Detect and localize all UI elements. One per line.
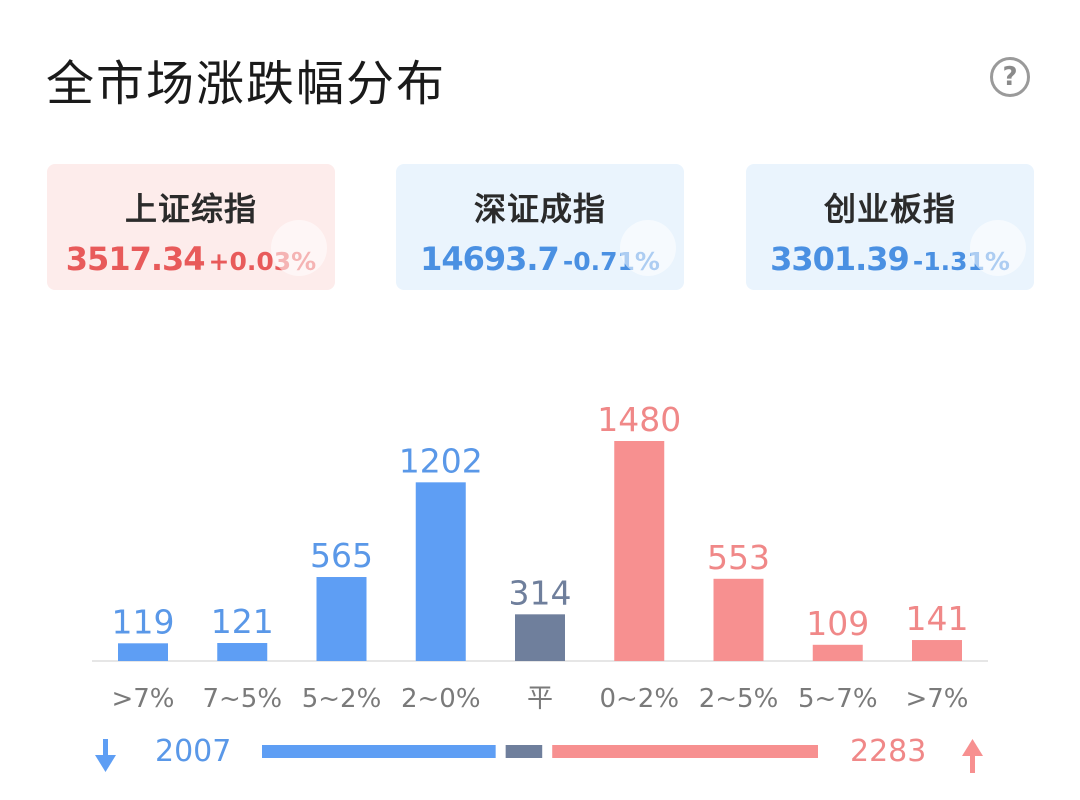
bar-value-label: 1202	[399, 441, 483, 480]
x-tick-label: >7%	[111, 684, 174, 714]
flat-ratio-bar	[505, 745, 543, 758]
index-value: 14693.7	[420, 240, 560, 278]
index-name: 上证综指	[124, 190, 257, 228]
bar-4	[515, 614, 565, 661]
x-tick-label: >7%	[905, 684, 968, 714]
x-tick-label: 0~2%	[599, 684, 679, 714]
bar-5	[614, 441, 665, 661]
bar-value-label: 109	[806, 604, 869, 643]
advance-ratio-bar	[552, 745, 818, 758]
bar-value-label: 553	[707, 538, 770, 577]
index-name: 创业板指	[823, 190, 956, 228]
bar-value-label: 314	[509, 573, 572, 612]
index-value: 3301.39	[770, 240, 910, 278]
trend-watermark-icon	[620, 220, 676, 276]
bar-1	[217, 643, 268, 661]
bar-0	[118, 643, 168, 661]
arrow-up-icon	[962, 739, 983, 773]
x-tick-label: 平	[527, 684, 553, 714]
bar-3	[415, 482, 466, 661]
trend-watermark-icon	[271, 220, 327, 276]
bar-value-label: 565	[310, 536, 373, 575]
decline-ratio-bar	[262, 745, 496, 758]
index-name: 深证成指	[473, 190, 606, 228]
trend-watermark-icon	[970, 220, 1026, 276]
bar-value-label: 1480	[597, 400, 681, 439]
help-icon[interactable]: ?	[990, 57, 1030, 97]
x-tick-label: 2~5%	[699, 684, 779, 714]
bar-8	[912, 640, 962, 661]
index-card-szse[interactable]: 深证成指 14693.7 -0.71%	[396, 164, 684, 290]
advance-count: 2283	[850, 734, 927, 769]
index-card-chinext[interactable]: 创业板指 3301.39 -1.31%	[746, 164, 1034, 290]
arrow-down-icon	[95, 739, 116, 772]
bar-value-label: 119	[112, 602, 175, 641]
bar-2	[316, 577, 367, 661]
x-tick-label: 5~7%	[798, 684, 878, 714]
x-tick-label: 7~5%	[202, 684, 282, 714]
bar-6	[713, 578, 764, 661]
page-title: 全市场涨跌幅分布	[46, 56, 447, 112]
bar-value-label: 121	[211, 602, 274, 641]
index-value: 3517.34	[65, 240, 206, 278]
decline-count: 2007	[155, 734, 232, 769]
x-tick-label: 2~0%	[401, 684, 481, 714]
x-tick-label: 5~2%	[302, 684, 382, 714]
bar-value-label: 141	[906, 599, 969, 638]
index-card-sse[interactable]: 上证综指 3517.34 +0.03%	[47, 164, 335, 290]
bar-7	[812, 644, 863, 661]
